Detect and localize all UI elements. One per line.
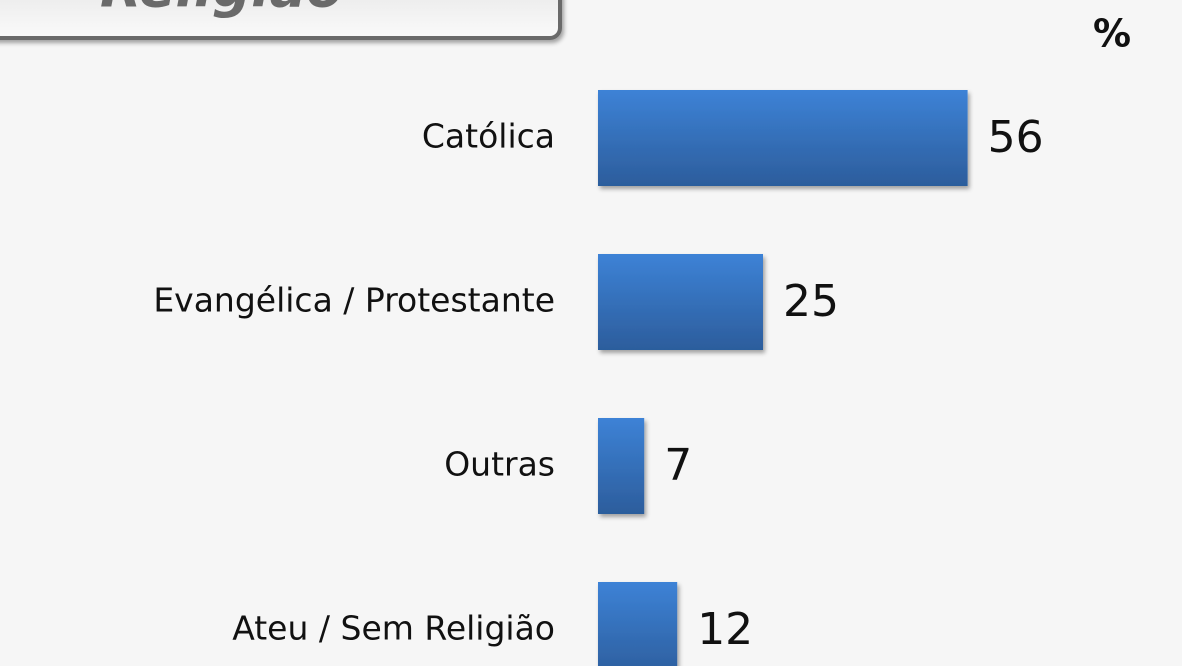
value-label: 12	[697, 604, 753, 655]
value-label: 56	[988, 112, 1044, 163]
title-box	[0, 0, 562, 40]
bar	[598, 254, 763, 350]
category-label: Outras	[444, 445, 555, 484]
bar	[598, 418, 645, 514]
unit-label: %	[1093, 12, 1131, 56]
chart-title: Religião	[100, 0, 343, 20]
category-label: Evangélica / Protestante	[153, 281, 555, 320]
category-label: Ateu / Sem Religião	[232, 609, 555, 648]
value-label: 7	[664, 440, 692, 491]
bar	[598, 90, 968, 186]
value-label: 25	[783, 276, 839, 327]
bar	[598, 582, 678, 666]
category-label: Católica	[422, 117, 555, 156]
